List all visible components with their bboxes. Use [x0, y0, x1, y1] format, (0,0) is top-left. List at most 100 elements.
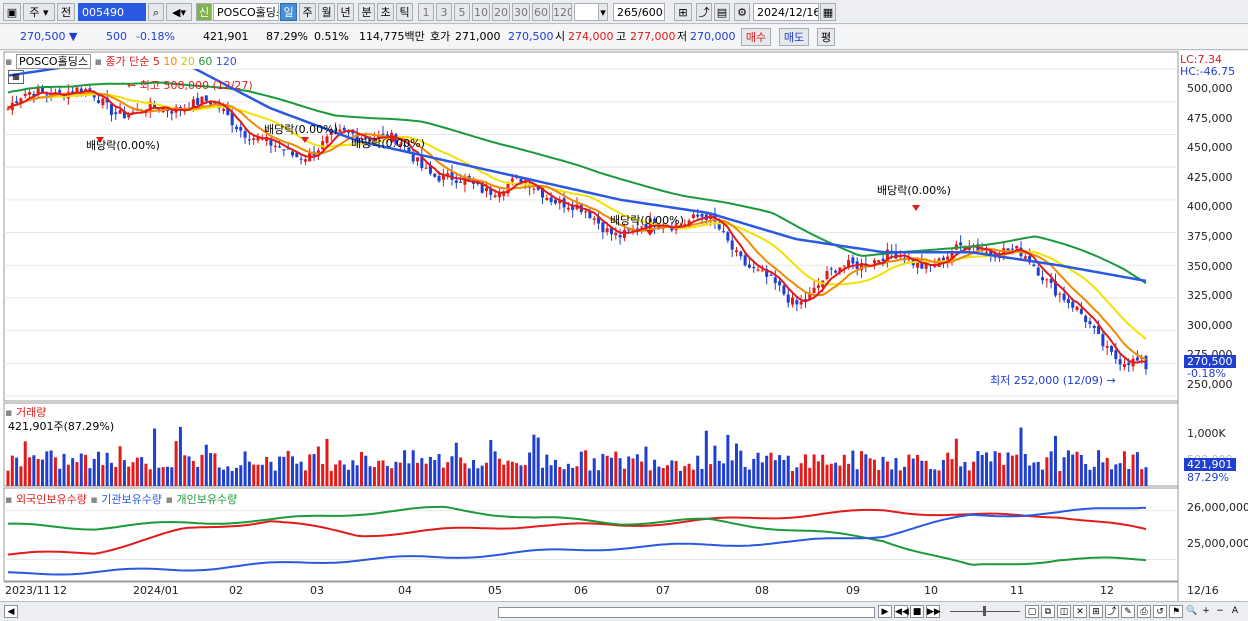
- chart-svg[interactable]: [0, 51, 1248, 601]
- volume-bar: [467, 468, 471, 486]
- scroll-right-button[interactable]: ▶: [878, 605, 892, 618]
- speaker-icon[interactable]: ◀▾: [166, 3, 192, 21]
- volume-bar: [28, 457, 32, 486]
- code-input[interactable]: 005490: [78, 3, 146, 21]
- trend-icon[interactable]: ⤴: [1105, 605, 1119, 618]
- tab-yearly[interactable]: 년: [337, 3, 354, 21]
- candle-body: [252, 138, 256, 140]
- calendar-icon[interactable]: ▦: [820, 3, 836, 21]
- chart-settings-icon[interactable]: ⊞: [674, 3, 692, 21]
- volume-bar: [109, 462, 113, 486]
- interval-60[interactable]: 60: [532, 3, 550, 21]
- scroll-bar[interactable]: ◀ ▶ ◀◀ ■ ▶▶ ▢ ⧉ ◫ ✕ ⊞ ⤴ ✎ ⎙ ↺ ⚑ 🔍 + − A: [0, 601, 1248, 621]
- cross-icon[interactable]: ✕: [1073, 605, 1087, 618]
- tab-daily[interactable]: 일: [280, 3, 297, 21]
- zoom-icon[interactable]: 🔍: [1186, 606, 1198, 616]
- new-badge[interactable]: 신: [196, 3, 212, 21]
- volume-bar: [394, 461, 398, 486]
- eval-button[interactable]: 평: [817, 28, 835, 46]
- edit-icon[interactable]: ✎: [1121, 605, 1135, 618]
- interval-120[interactable]: 120: [552, 3, 572, 21]
- date-input[interactable]: 2024/12/16: [753, 3, 819, 21]
- scroll-left-button[interactable]: ◀: [4, 605, 18, 618]
- volume-bar: [403, 450, 407, 486]
- candle-body: [291, 151, 294, 156]
- candle-body: [722, 231, 726, 233]
- split-icon[interactable]: ◫: [1057, 605, 1071, 618]
- tab-minute[interactable]: 분: [358, 3, 375, 21]
- volume-bar: [364, 455, 368, 486]
- candle-body: [696, 214, 700, 217]
- volume-bar: [1135, 452, 1139, 486]
- candle-body: [916, 262, 920, 268]
- candle-body: [1010, 248, 1014, 250]
- volume-bar: [722, 463, 726, 486]
- chart-area[interactable]: ▪ POSCO홀딩스 ▪ 종가 단순 5 10 20 60 120 ▦ LC:7…: [0, 51, 1248, 601]
- draw-icon[interactable]: ⤴: [696, 3, 712, 21]
- candle-body: [1045, 279, 1049, 281]
- interval-5[interactable]: 5: [454, 3, 470, 21]
- stop-button[interactable]: ■: [910, 605, 924, 618]
- volume-bar: [84, 454, 88, 486]
- zoom-in-icon[interactable]: +: [1202, 606, 1210, 616]
- candle-body: [1118, 359, 1122, 365]
- zoom-slider-handle[interactable]: [983, 606, 986, 616]
- candle-body: [989, 249, 993, 255]
- save-icon[interactable]: ▤: [714, 3, 730, 21]
- volume-bar: [782, 459, 786, 486]
- tab-second[interactable]: 초: [377, 3, 394, 21]
- print-icon[interactable]: ⎙: [1137, 605, 1151, 618]
- volume-bar: [713, 445, 717, 486]
- interval-10[interactable]: 10: [472, 3, 490, 21]
- rewind-button[interactable]: ◀◀: [894, 605, 909, 618]
- gear-icon[interactable]: ⚙: [734, 3, 750, 21]
- volume-bar: [584, 450, 588, 486]
- flag-icon[interactable]: ⚑: [1169, 605, 1183, 618]
- tab-monthly[interactable]: 월: [318, 3, 335, 21]
- candle-body: [545, 197, 549, 200]
- count-total: /600: [638, 6, 663, 19]
- count-field[interactable]: 265/600: [613, 3, 665, 21]
- price-panel-stock-name[interactable]: POSCO홀딩스: [15, 54, 91, 69]
- ask-value: 270,500: [508, 30, 554, 43]
- prev-button[interactable]: 전: [57, 3, 75, 21]
- period-type-dropdown[interactable]: 주 ▾: [23, 3, 55, 21]
- interval-30[interactable]: 30: [512, 3, 530, 21]
- buy-button[interactable]: 매수: [741, 28, 771, 46]
- tab-weekly[interactable]: 주: [299, 3, 316, 21]
- volume-bar: [532, 434, 536, 486]
- stock-name-field[interactable]: POSCO홀딩스: [213, 3, 279, 21]
- candle-body: [584, 211, 588, 213]
- grid-icon[interactable]: ⊞: [1089, 605, 1103, 618]
- scroll-thumb[interactable]: [498, 607, 875, 618]
- layout-icon[interactable]: ▣: [3, 3, 21, 21]
- table-icon[interactable]: ▦: [8, 70, 24, 84]
- interval-3[interactable]: 3: [436, 3, 452, 21]
- forward-button[interactable]: ▶▶: [926, 605, 941, 618]
- candle-body: [424, 167, 428, 169]
- volume-bar: [273, 470, 277, 486]
- chevron-down-icon[interactable]: ▾: [598, 3, 608, 21]
- zoom-out-icon[interactable]: −: [1216, 606, 1224, 616]
- candle-body: [597, 217, 601, 224]
- tab-tick[interactable]: 틱: [396, 3, 413, 21]
- volume-bar: [153, 428, 157, 486]
- candle-body: [153, 103, 157, 108]
- layout-icon[interactable]: ▢: [1025, 605, 1039, 618]
- font-icon[interactable]: A: [1231, 606, 1239, 616]
- candle-body: [403, 144, 407, 146]
- interval-1[interactable]: 1: [418, 3, 434, 21]
- sell-button[interactable]: 매도: [779, 28, 809, 46]
- institution-holding-line: [7, 505, 1147, 566]
- reset-icon[interactable]: ↺: [1153, 605, 1167, 618]
- candle-body: [536, 186, 540, 190]
- candle-body: [941, 257, 945, 262]
- copy-icon[interactable]: ⧉: [1041, 605, 1055, 618]
- volume-bar: [885, 461, 889, 486]
- volume-bar: [1127, 468, 1131, 486]
- candle-body: [200, 96, 204, 104]
- volume-bar: [571, 467, 575, 486]
- candle-body: [416, 157, 420, 162]
- interval-20[interactable]: 20: [492, 3, 510, 21]
- search-icon[interactable]: ⌕: [148, 3, 164, 21]
